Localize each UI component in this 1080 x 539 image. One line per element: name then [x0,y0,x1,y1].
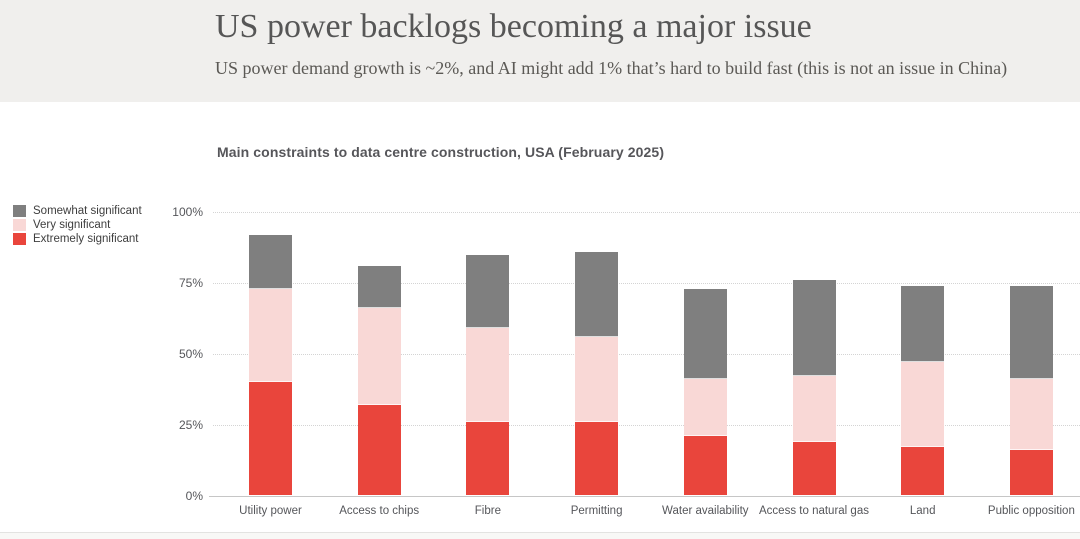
bar-segment-land-very-significant [901,362,945,448]
bar-segment-utility-power-very-significant [249,288,292,383]
legend-swatch-very-significant [13,219,26,231]
legend-label-very-significant: Very significant [33,219,111,231]
bar-segment-utility-power-somewhat-significant [249,234,292,289]
legend-swatch-somewhat-significant [13,205,26,217]
bar-segment-access-to-natural-gas-extremely-significant [792,441,836,496]
bar-segment-fibre-very-significant [466,328,510,422]
bar-segment-public-opposition-very-significant [1009,379,1053,451]
bar-segment-access-to-chips-very-significant [357,308,401,405]
header-band: US power backlogs becoming a major issue… [0,0,1080,102]
bar-segment-public-opposition-somewhat-significant [1009,285,1053,380]
gridline-25 [213,424,1080,426]
bar-segment-utility-power-extremely-significant [249,382,292,496]
y-axis-tick-label-100: 100% [172,205,203,219]
bar-segment-land-extremely-significant [901,447,945,496]
bar-segment-water-availability-somewhat-significant [683,288,727,380]
y-axis-tick-label-25: 25% [178,417,203,432]
legend-label-extremely-significant: Extremely significant [33,233,139,245]
bar-segment-water-availability-extremely-significant [683,435,727,496]
legend-item-somewhat-significant: Somewhat significant [13,204,142,218]
y-axis-tick-label-75: 75% [178,275,203,290]
gridline-50 [213,353,1080,355]
x-axis-label-water-availability: Water availability [662,504,749,517]
x-axis-label-access-to-chips: Access to chips [339,504,420,517]
x-axis-label-land: Land [909,504,936,517]
x-axis-label-public-opposition: Public opposition [987,504,1075,517]
page-bottom-strip [0,533,1080,539]
bar-segment-permitting-very-significant [575,336,619,422]
page-subtitle: US power demand growth is ~2%, and AI mi… [215,58,1008,78]
legend-item-extremely-significant: Extremely significant [13,232,142,246]
legend-swatch-extremely-significant [13,233,26,245]
gridline-100 [213,212,1080,213]
bar-segment-fibre-extremely-significant [466,421,510,496]
bar-segment-access-to-chips-extremely-significant [357,404,401,496]
bar-segment-access-to-natural-gas-very-significant [792,376,836,442]
y-axis-tick-label-50: 50% [178,346,203,361]
page-title: US power backlogs becoming a major issue [215,8,812,45]
page-bottom-divider [0,532,1080,533]
x-axis-label-utility-power: Utility power [239,504,302,517]
bar-segment-permitting-extremely-significant [575,421,619,496]
legend-item-very-significant: Very significant [13,218,142,232]
bar-segment-fibre-somewhat-significant [466,254,510,329]
x-axis-line [209,495,1080,497]
y-axis-tick-label-0: 0% [185,488,203,503]
legend-label-somewhat-significant: Somewhat significant [33,205,142,217]
gridline-75 [213,282,1080,284]
chart-title: Main constraints to data centre construc… [217,144,665,160]
x-axis-label-access-to-natural-gas: Access to natural gas [759,504,869,517]
x-axis-label-fibre: Fibre [474,504,501,517]
bar-segment-water-availability-very-significant [683,379,727,436]
bar-segment-public-opposition-extremely-significant [1009,450,1053,496]
bar-segment-access-to-chips-somewhat-significant [357,265,401,309]
chart-legend: Somewhat significant Very significant Extr… [13,204,142,246]
bar-segment-land-somewhat-significant [901,285,945,363]
bar-segment-access-to-natural-gas-somewhat-significant [792,280,836,377]
bar-segment-permitting-somewhat-significant [575,251,619,337]
x-axis-label-permitting: Permitting [570,504,623,517]
